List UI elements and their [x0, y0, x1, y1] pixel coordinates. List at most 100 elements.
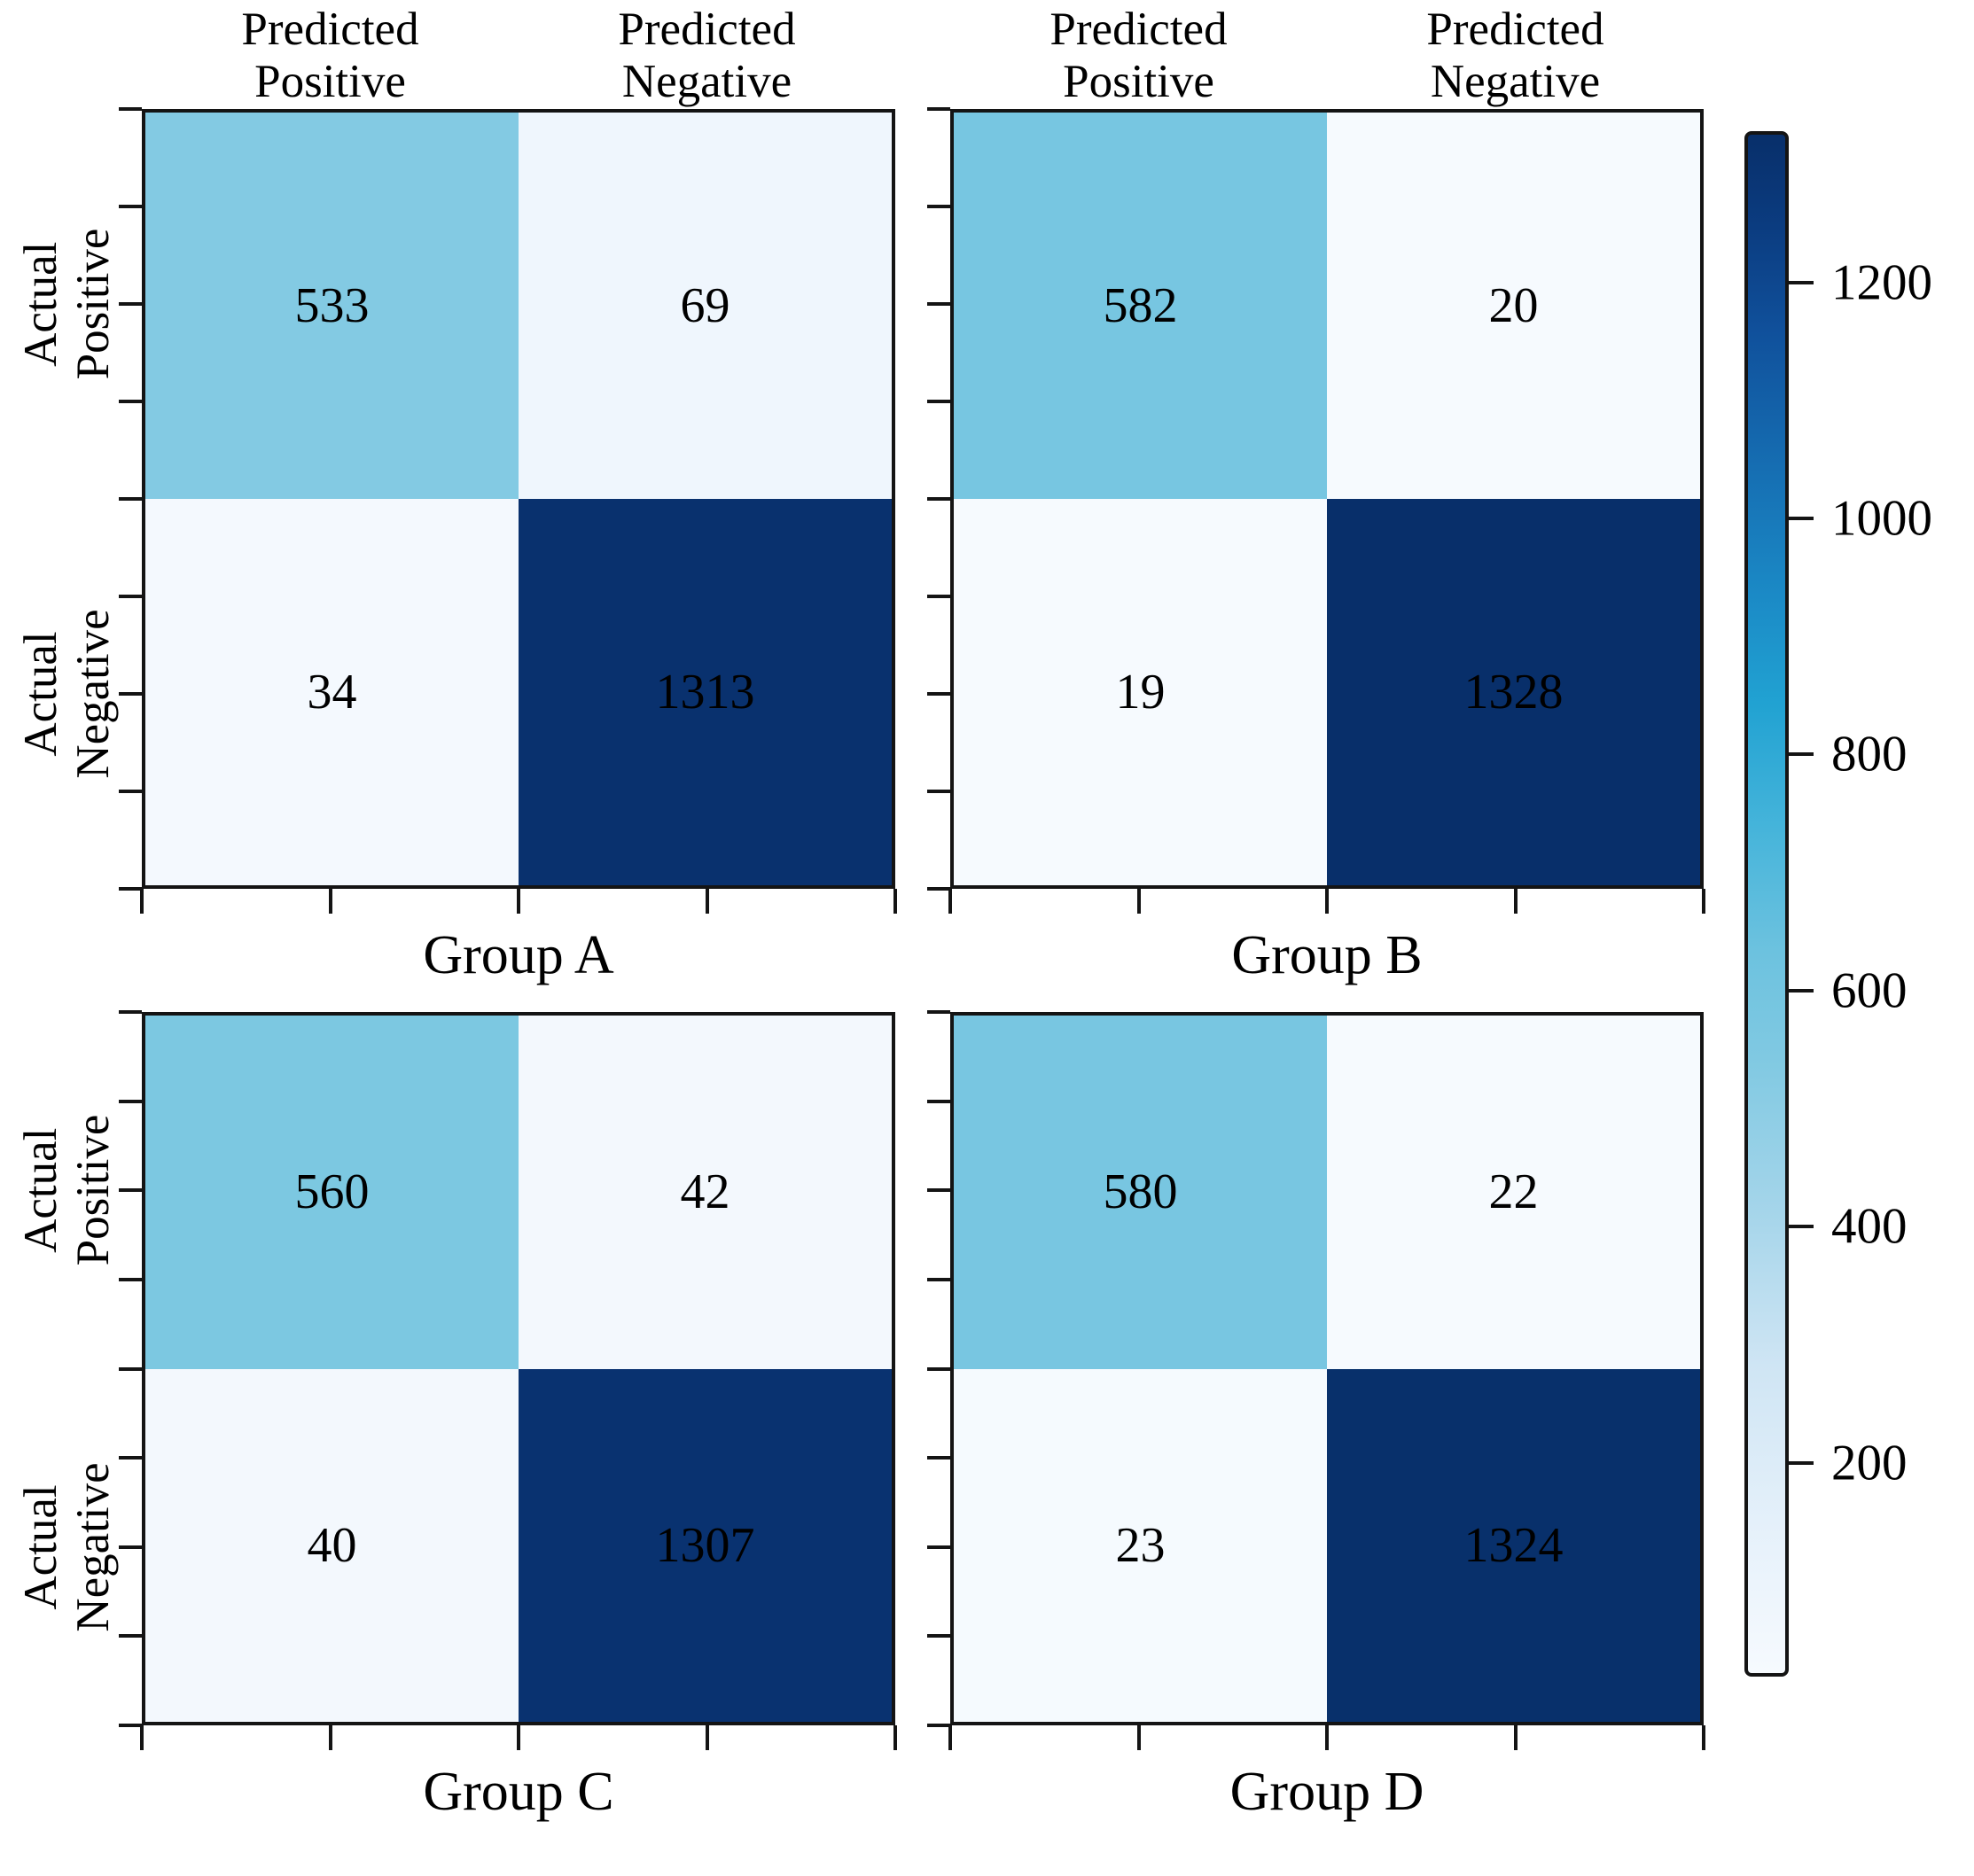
col-header-predicted-positive: Predicted Positive — [1049, 4, 1227, 109]
xlabel-group-d: Group D — [1229, 1762, 1424, 1822]
col-header-line1: Predicted — [1426, 4, 1604, 55]
row-label-line1: Actual — [14, 1484, 66, 1610]
x-axis-tick — [1136, 889, 1141, 914]
y-axis-tick — [927, 1724, 950, 1727]
x-axis-tick — [140, 1725, 144, 1750]
y-axis-tick — [119, 1456, 142, 1460]
x-axis-tick — [328, 1725, 332, 1750]
y-axis-tick — [119, 595, 142, 598]
cell-value: 69 — [680, 278, 730, 333]
matrix-cell: 533 — [145, 113, 519, 499]
y-axis-tick — [927, 1456, 950, 1460]
matrix-cell: 22 — [1327, 1016, 1700, 1369]
y-axis-tick — [119, 692, 142, 696]
colorbar-tick-label: 400 — [1831, 1198, 1908, 1255]
cell-value: 1328 — [1463, 665, 1564, 720]
y-axis-tick — [119, 1545, 142, 1549]
colorbar-tick — [1789, 752, 1814, 757]
colorbar — [1744, 131, 1789, 1677]
row-label-line1: Actual — [14, 1127, 66, 1253]
cell-value: 23 — [1115, 1517, 1166, 1573]
x-axis-tick — [705, 1725, 709, 1750]
matrix-cell: 1313 — [519, 499, 892, 885]
heatmap-group-d: 580 22 23 1324 — [950, 1012, 1704, 1725]
colorbar-tick — [1789, 516, 1814, 520]
y-axis-tick — [119, 1634, 142, 1639]
y-axis-tick — [927, 1277, 950, 1281]
row-label-actual-positive: Actual Positive — [15, 228, 119, 380]
col-header-line1: Predicted — [241, 4, 419, 55]
y-axis-tick — [119, 1366, 142, 1371]
y-axis-tick — [927, 497, 950, 501]
x-axis-tick — [1136, 1725, 1141, 1750]
colorbar-tick — [1789, 988, 1814, 992]
x-axis-tick — [517, 1725, 520, 1750]
y-axis-tick — [927, 1010, 950, 1014]
y-axis-tick — [119, 1099, 142, 1103]
x-axis-tick — [328, 889, 332, 914]
x-axis-tick — [705, 889, 709, 914]
row-label-actual-negative: Actual Negative — [14, 1462, 119, 1631]
y-axis-tick — [119, 205, 142, 208]
x-axis-tick — [1702, 889, 1705, 914]
matrix-cell: 34 — [145, 499, 519, 885]
y-axis-tick — [927, 1366, 950, 1371]
x-axis-tick — [948, 889, 952, 914]
y-axis-tick — [119, 302, 142, 306]
y-axis-tick — [119, 1724, 142, 1727]
matrix-cell: 19 — [954, 499, 1327, 885]
x-axis-tick — [893, 1725, 897, 1750]
matrix-cell: 20 — [1327, 113, 1700, 499]
matrix-cell: 40 — [145, 1368, 519, 1722]
y-axis-tick — [119, 1277, 142, 1281]
y-axis-tick — [119, 497, 142, 501]
x-axis-tick — [948, 1725, 952, 1750]
row-label-line2: Negative — [67, 609, 119, 779]
cell-value: 34 — [307, 665, 357, 720]
y-axis-tick — [927, 1545, 950, 1549]
y-axis-tick — [119, 107, 142, 111]
matrix-cell: 560 — [145, 1016, 519, 1369]
row-label-actual-positive: Actual Positive — [14, 1115, 119, 1266]
xlabel-group-c: Group C — [423, 1762, 614, 1822]
cell-value: 1324 — [1463, 1517, 1564, 1573]
matrix-cell: 580 — [954, 1016, 1327, 1369]
y-axis-tick — [927, 1188, 950, 1193]
y-axis-tick — [927, 1634, 950, 1639]
row-label-line1: Actual — [14, 631, 66, 757]
cell-value: 40 — [307, 1517, 357, 1573]
heatmap-group-a: 533 69 34 1313 — [142, 109, 895, 889]
cell-value: 1313 — [655, 665, 755, 720]
row-label-line2: Positive — [67, 228, 119, 380]
y-axis-tick — [927, 302, 950, 306]
cell-value: 22 — [1488, 1164, 1539, 1220]
y-axis-tick — [927, 1099, 950, 1103]
y-axis-tick — [119, 1188, 142, 1193]
heatmap-group-c: 560 42 40 1307 — [142, 1012, 895, 1725]
cell-value: 20 — [1488, 278, 1539, 333]
colorbar-tick-label: 1200 — [1831, 254, 1932, 311]
matrix-cell: 582 — [954, 113, 1327, 499]
x-axis-tick — [1702, 1725, 1705, 1750]
x-axis-tick — [517, 889, 520, 914]
heatmap-group-b: 582 20 19 1328 — [950, 109, 1704, 889]
y-axis-tick — [927, 692, 950, 696]
colorbar-tick-label: 800 — [1831, 726, 1908, 782]
col-header-line2: Negative — [1430, 56, 1601, 108]
cell-value: 1307 — [655, 1517, 755, 1573]
col-header-line1: Predicted — [618, 4, 796, 55]
colorbar-tick-label: 1000 — [1831, 490, 1932, 547]
matrix-cell: 42 — [519, 1016, 892, 1369]
matrix-cell: 69 — [519, 113, 892, 499]
x-axis-tick — [893, 889, 897, 914]
x-axis-tick — [1325, 1725, 1329, 1750]
col-header-line1: Predicted — [1049, 4, 1228, 55]
colorbar-tick-label: 600 — [1831, 962, 1908, 1019]
col-header-line2: Positive — [254, 56, 406, 108]
y-axis-tick — [927, 790, 950, 793]
x-axis-tick — [1513, 1725, 1518, 1750]
y-axis-tick — [927, 887, 950, 891]
col-header-predicted-negative: Predicted Negative — [618, 4, 795, 109]
colorbar-tick — [1789, 1225, 1814, 1229]
